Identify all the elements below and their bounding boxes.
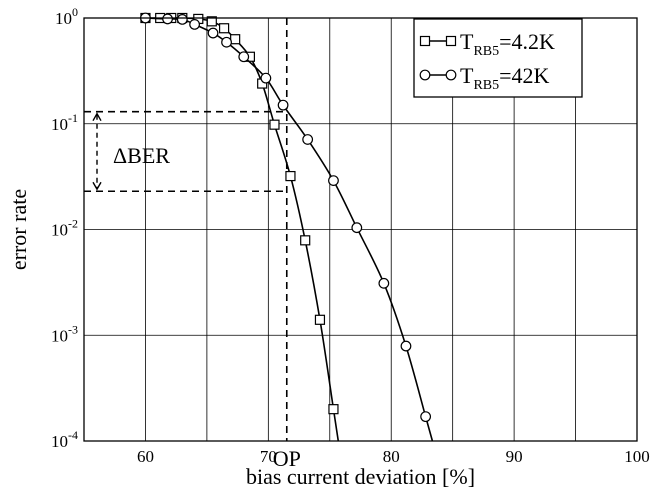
data-point-square — [300, 235, 311, 246]
data-point-circle — [419, 69, 431, 81]
data-point-circle — [302, 134, 314, 145]
legend: TRB5=4.2K TRB5=42K — [413, 18, 583, 98]
legend-box — [413, 18, 583, 98]
data-point-square — [328, 404, 339, 415]
data-point-circle — [221, 36, 232, 48]
delta-ber-label: ΔBER — [113, 143, 170, 168]
data-point-square — [445, 35, 457, 47]
y-tick-label: 10-2 — [51, 217, 78, 240]
data-point-square — [419, 35, 431, 47]
x-tick-label: 100 — [624, 447, 650, 466]
annotation-layer — [84, 18, 288, 441]
legend-item: TRB5=4.2K — [419, 29, 555, 59]
data-point-circle — [400, 340, 412, 352]
data-point-circle — [420, 411, 432, 423]
y-tick-label: 10-4 — [51, 428, 78, 451]
data-point-square — [285, 170, 296, 182]
legend-label: TRB5=4.2K — [460, 29, 555, 59]
x-tick-label: 70 — [260, 447, 277, 466]
y-tick-label: 10-3 — [51, 322, 78, 345]
y-axis-ticks: 10-4 10-3 10-2 10-1 100 — [51, 5, 78, 451]
legend-item: TRB5=42K — [419, 63, 550, 93]
data-point-circle — [378, 277, 390, 289]
data-point-circle — [277, 99, 289, 111]
data-point-circle — [238, 51, 250, 63]
data-point-circle — [189, 18, 201, 30]
data-point-square — [269, 119, 280, 130]
x-tick-label: 60 — [137, 447, 154, 466]
data-point-square — [218, 23, 230, 34]
x-tick-label: 90 — [506, 447, 523, 466]
y-tick-label: 100 — [55, 5, 78, 28]
y-axis-label: error rate — [6, 189, 31, 270]
data-point-circle — [328, 175, 339, 187]
series-line — [145, 17, 434, 442]
data-point-square — [314, 314, 326, 325]
legend-label: TRB5=42K — [460, 63, 550, 93]
data-point-circle — [351, 222, 363, 234]
data-point-square — [230, 34, 241, 45]
series-circle — [140, 12, 434, 442]
data-point-circle — [176, 13, 188, 25]
plot-frame — [83, 17, 638, 442]
x-axis-ticks: 60 70 80 90 100 — [137, 447, 650, 466]
delta-arrow-head-down — [92, 181, 102, 191]
series-square — [140, 12, 340, 442]
data-point-circle — [162, 13, 173, 25]
data-point-circle — [207, 27, 219, 39]
data-point-circle — [445, 69, 457, 81]
data-point-circle — [260, 72, 272, 84]
x-axis-label: bias current deviation [%] — [246, 464, 475, 489]
y-tick-label: 10-1 — [51, 111, 78, 134]
x-tick-label: 80 — [383, 447, 400, 466]
data-point-square — [206, 16, 217, 27]
op-label: OP — [273, 446, 301, 471]
delta-arrow-head-up — [92, 112, 102, 122]
